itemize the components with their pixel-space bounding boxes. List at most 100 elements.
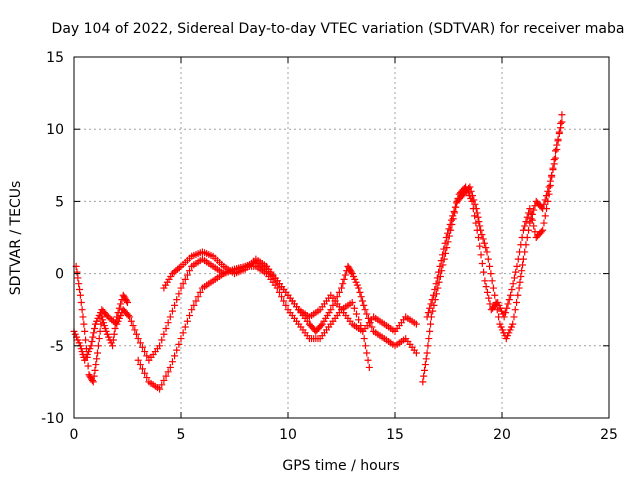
data-point xyxy=(471,212,479,220)
data-point xyxy=(355,284,363,292)
data-point xyxy=(519,226,527,234)
data-point xyxy=(424,342,432,350)
data-point xyxy=(513,298,521,306)
data-point xyxy=(557,124,565,132)
data-point xyxy=(474,234,482,241)
data-point xyxy=(434,284,442,292)
data-point xyxy=(530,206,538,214)
data-point xyxy=(341,271,349,279)
data-point xyxy=(111,324,119,332)
data-point xyxy=(335,288,343,296)
data-point xyxy=(181,323,189,331)
data-point xyxy=(483,288,491,296)
data-point xyxy=(329,301,337,309)
data-point xyxy=(481,277,489,285)
data-point xyxy=(173,346,181,354)
data-point xyxy=(352,310,360,318)
data-point xyxy=(134,335,142,343)
data-point xyxy=(138,365,146,373)
data-point xyxy=(544,197,552,205)
data-point xyxy=(90,372,98,380)
data-point xyxy=(482,283,490,291)
data-point xyxy=(89,378,97,386)
data-point xyxy=(190,301,198,309)
data-point xyxy=(421,366,429,374)
data-point xyxy=(77,298,85,306)
data-point xyxy=(508,285,516,293)
data-point xyxy=(412,349,420,357)
data-point xyxy=(421,361,429,369)
data-point xyxy=(95,335,103,343)
data-point xyxy=(428,296,436,304)
data-point xyxy=(521,222,529,230)
data-point xyxy=(517,272,525,280)
data-point xyxy=(82,336,90,344)
data-point xyxy=(468,197,476,205)
x-tick-label: 15 xyxy=(386,427,404,443)
x-axis-label: GPS time / hours xyxy=(282,458,399,474)
data-point xyxy=(124,298,131,306)
data-point xyxy=(436,272,444,280)
data-point xyxy=(522,218,530,226)
data-point xyxy=(515,284,523,292)
data-point xyxy=(447,216,455,224)
data-point xyxy=(507,291,515,299)
y-axis-label: SDTVAR / TECUs xyxy=(8,181,24,296)
data-point xyxy=(552,154,559,162)
data-point xyxy=(510,313,518,321)
data-point xyxy=(175,340,183,348)
data-point xyxy=(469,205,477,213)
data-point xyxy=(317,322,325,330)
data-point xyxy=(558,118,566,126)
data-point xyxy=(166,363,174,371)
data-point xyxy=(175,264,183,272)
data-point xyxy=(526,205,534,213)
data-point xyxy=(368,323,376,331)
data-point xyxy=(480,239,488,247)
data-point xyxy=(82,345,90,353)
series-trace-4 xyxy=(160,248,420,335)
data-point xyxy=(433,274,441,282)
data-point xyxy=(275,288,283,296)
data-point xyxy=(501,309,509,317)
data-point xyxy=(480,268,488,276)
data-point xyxy=(158,336,166,344)
data-point xyxy=(126,313,134,321)
data-point xyxy=(192,297,200,305)
data-point xyxy=(360,335,368,343)
data-point xyxy=(138,343,146,351)
data-point xyxy=(518,267,526,275)
data-point xyxy=(350,304,358,312)
data-point xyxy=(488,277,496,285)
series-trace-6 xyxy=(423,118,566,321)
data-point xyxy=(96,327,104,335)
data-point xyxy=(442,234,450,241)
data-point xyxy=(486,300,494,308)
data-point xyxy=(476,242,484,250)
data-point xyxy=(509,320,517,328)
data-point xyxy=(181,275,189,283)
data-point xyxy=(519,261,527,269)
data-point xyxy=(162,372,170,380)
data-point xyxy=(173,296,181,304)
data-point xyxy=(132,330,140,338)
data-point xyxy=(548,173,556,181)
data-point xyxy=(442,249,450,257)
data-point xyxy=(177,335,185,343)
data-point xyxy=(483,248,491,256)
data-point xyxy=(512,268,520,276)
data-point xyxy=(171,301,179,309)
data-point xyxy=(439,251,447,259)
y-tick-label: 5 xyxy=(55,194,64,210)
data-point xyxy=(432,280,440,288)
data-point xyxy=(441,239,449,247)
data-point xyxy=(545,183,553,191)
data-point xyxy=(117,300,125,308)
data-point xyxy=(555,130,563,138)
data-point xyxy=(518,234,526,241)
data-point xyxy=(186,311,194,319)
data-point xyxy=(194,293,202,301)
data-point xyxy=(361,342,369,350)
